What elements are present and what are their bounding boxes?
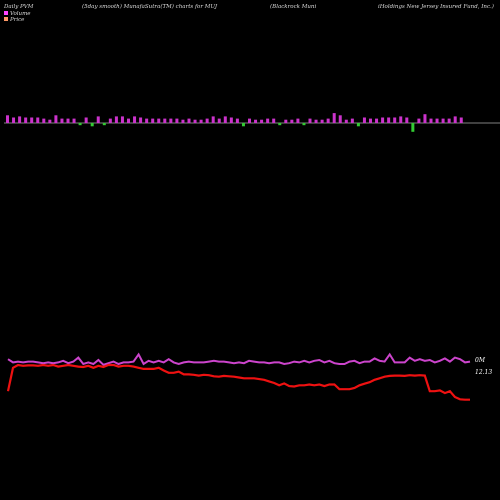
volume-bar xyxy=(350,118,354,123)
volume-bar xyxy=(429,118,433,123)
volume-bar xyxy=(24,117,28,123)
volume-bar xyxy=(290,119,294,123)
volume-bar xyxy=(423,114,427,123)
volume-bar xyxy=(90,123,94,127)
price-line xyxy=(6,363,470,401)
volume-bar xyxy=(169,118,173,123)
volume-bar xyxy=(187,118,191,123)
volume-bar xyxy=(151,118,155,123)
volume-bar xyxy=(411,123,415,132)
volume-bar xyxy=(254,119,258,123)
volume-bar xyxy=(18,116,22,123)
volume-bar xyxy=(78,123,82,126)
volume-bar xyxy=(326,118,330,123)
volume-bar xyxy=(217,118,221,123)
volume-bar xyxy=(260,119,264,123)
volume-bar xyxy=(362,117,366,123)
volume-bar xyxy=(66,118,70,123)
volume-bar xyxy=(30,117,34,123)
volume-end-label: 0M xyxy=(475,357,486,364)
volume-bar xyxy=(375,118,379,123)
volume-bar xyxy=(387,117,391,123)
volume-bar xyxy=(211,116,215,123)
header-right: (Blackrock Muni xyxy=(270,3,316,10)
volume-bar xyxy=(157,118,161,123)
volume-bar xyxy=(42,118,46,123)
volume-bar xyxy=(12,117,16,123)
volume-bar xyxy=(229,117,233,123)
volume-bar xyxy=(447,118,451,123)
volume-bar xyxy=(205,118,209,123)
volume-bar xyxy=(60,118,64,123)
volume-bar xyxy=(235,118,239,123)
volume-bar xyxy=(248,118,251,123)
volume-bar xyxy=(6,115,9,123)
volume-bar xyxy=(266,118,270,123)
volume-bar xyxy=(139,117,143,123)
bar-series xyxy=(6,113,463,132)
volume-bar xyxy=(54,115,58,123)
volume-bar xyxy=(102,123,106,126)
price-end-label: 12.13 xyxy=(475,369,492,376)
volume-bar xyxy=(133,116,137,123)
volume-bar xyxy=(96,116,100,123)
volume-bar xyxy=(308,118,312,123)
volume-bar xyxy=(314,119,318,123)
volume-bar xyxy=(459,117,463,123)
volume-bar xyxy=(241,123,245,127)
header-left: Daily PVM xyxy=(3,4,34,10)
volume-bar xyxy=(453,116,457,123)
volume-bar xyxy=(108,118,112,123)
volume-bar xyxy=(302,123,306,126)
volume-bar xyxy=(114,116,118,123)
volume-bar xyxy=(193,119,197,123)
volume-bar xyxy=(84,117,88,123)
volume-bar xyxy=(120,116,124,123)
volume-bar xyxy=(417,118,421,123)
volume-bar xyxy=(405,117,409,123)
volume-bar xyxy=(72,118,76,123)
volume-bar xyxy=(199,119,203,123)
volume-bar xyxy=(320,119,324,123)
volume-bar xyxy=(381,117,385,123)
volume-bar xyxy=(145,118,149,123)
volume-bar xyxy=(272,118,276,123)
volume-bar xyxy=(181,119,185,123)
legend-volume-label: Volume xyxy=(10,11,31,17)
volume-bar xyxy=(48,119,52,123)
header-center: (5day smooth) MunafaSutra(TM) charts for… xyxy=(82,3,218,10)
legend-price-swatch xyxy=(4,17,8,21)
volume-line xyxy=(7,352,471,366)
volume-bar xyxy=(127,118,130,123)
volume-bar xyxy=(223,116,227,123)
volume-bar xyxy=(332,113,336,123)
volume-bar xyxy=(338,115,342,123)
volume-bar xyxy=(435,118,439,123)
volume-bar xyxy=(369,118,372,123)
volume-bar xyxy=(441,118,445,123)
volume-bar xyxy=(278,123,282,126)
volume-bar xyxy=(393,117,397,123)
volume-bar xyxy=(344,119,348,123)
volume-bar xyxy=(356,123,360,127)
volume-bar xyxy=(175,118,179,123)
header-far-right: iHoldings New Jersey Insured Fund, Inc.) xyxy=(378,3,494,10)
legend-price-label: Price xyxy=(9,17,25,23)
volume-bar xyxy=(296,118,300,123)
volume-bar xyxy=(163,118,167,123)
volume-bar xyxy=(399,116,403,123)
legend-volume-swatch xyxy=(4,11,8,15)
volume-bar xyxy=(284,119,288,123)
volume-bar xyxy=(36,117,40,123)
